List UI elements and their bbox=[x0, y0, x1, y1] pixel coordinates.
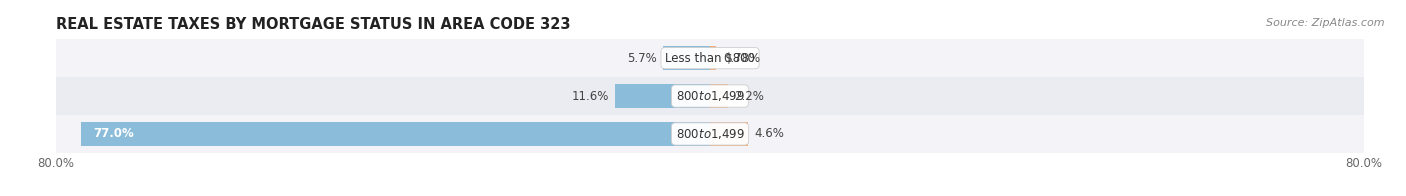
Bar bbox=[616, 84, 710, 108]
Text: Less than $800: Less than $800 bbox=[665, 52, 755, 65]
Bar bbox=[710, 84, 728, 108]
Text: 2.2%: 2.2% bbox=[734, 90, 765, 103]
Bar bbox=[56, 77, 1364, 115]
Text: 5.7%: 5.7% bbox=[627, 52, 657, 65]
Bar bbox=[56, 39, 1364, 77]
Text: 0.78%: 0.78% bbox=[723, 52, 761, 65]
Bar bbox=[710, 46, 717, 70]
Bar bbox=[664, 46, 710, 70]
Text: 77.0%: 77.0% bbox=[93, 127, 134, 140]
Text: 4.6%: 4.6% bbox=[754, 127, 785, 140]
Bar bbox=[80, 122, 710, 146]
Text: $800 to $1,499: $800 to $1,499 bbox=[675, 89, 745, 103]
Text: REAL ESTATE TAXES BY MORTGAGE STATUS IN AREA CODE 323: REAL ESTATE TAXES BY MORTGAGE STATUS IN … bbox=[56, 17, 571, 33]
Text: $800 to $1,499: $800 to $1,499 bbox=[675, 127, 745, 141]
Bar bbox=[710, 122, 748, 146]
Bar bbox=[56, 115, 1364, 153]
Text: Source: ZipAtlas.com: Source: ZipAtlas.com bbox=[1267, 18, 1385, 28]
Text: 11.6%: 11.6% bbox=[571, 90, 609, 103]
